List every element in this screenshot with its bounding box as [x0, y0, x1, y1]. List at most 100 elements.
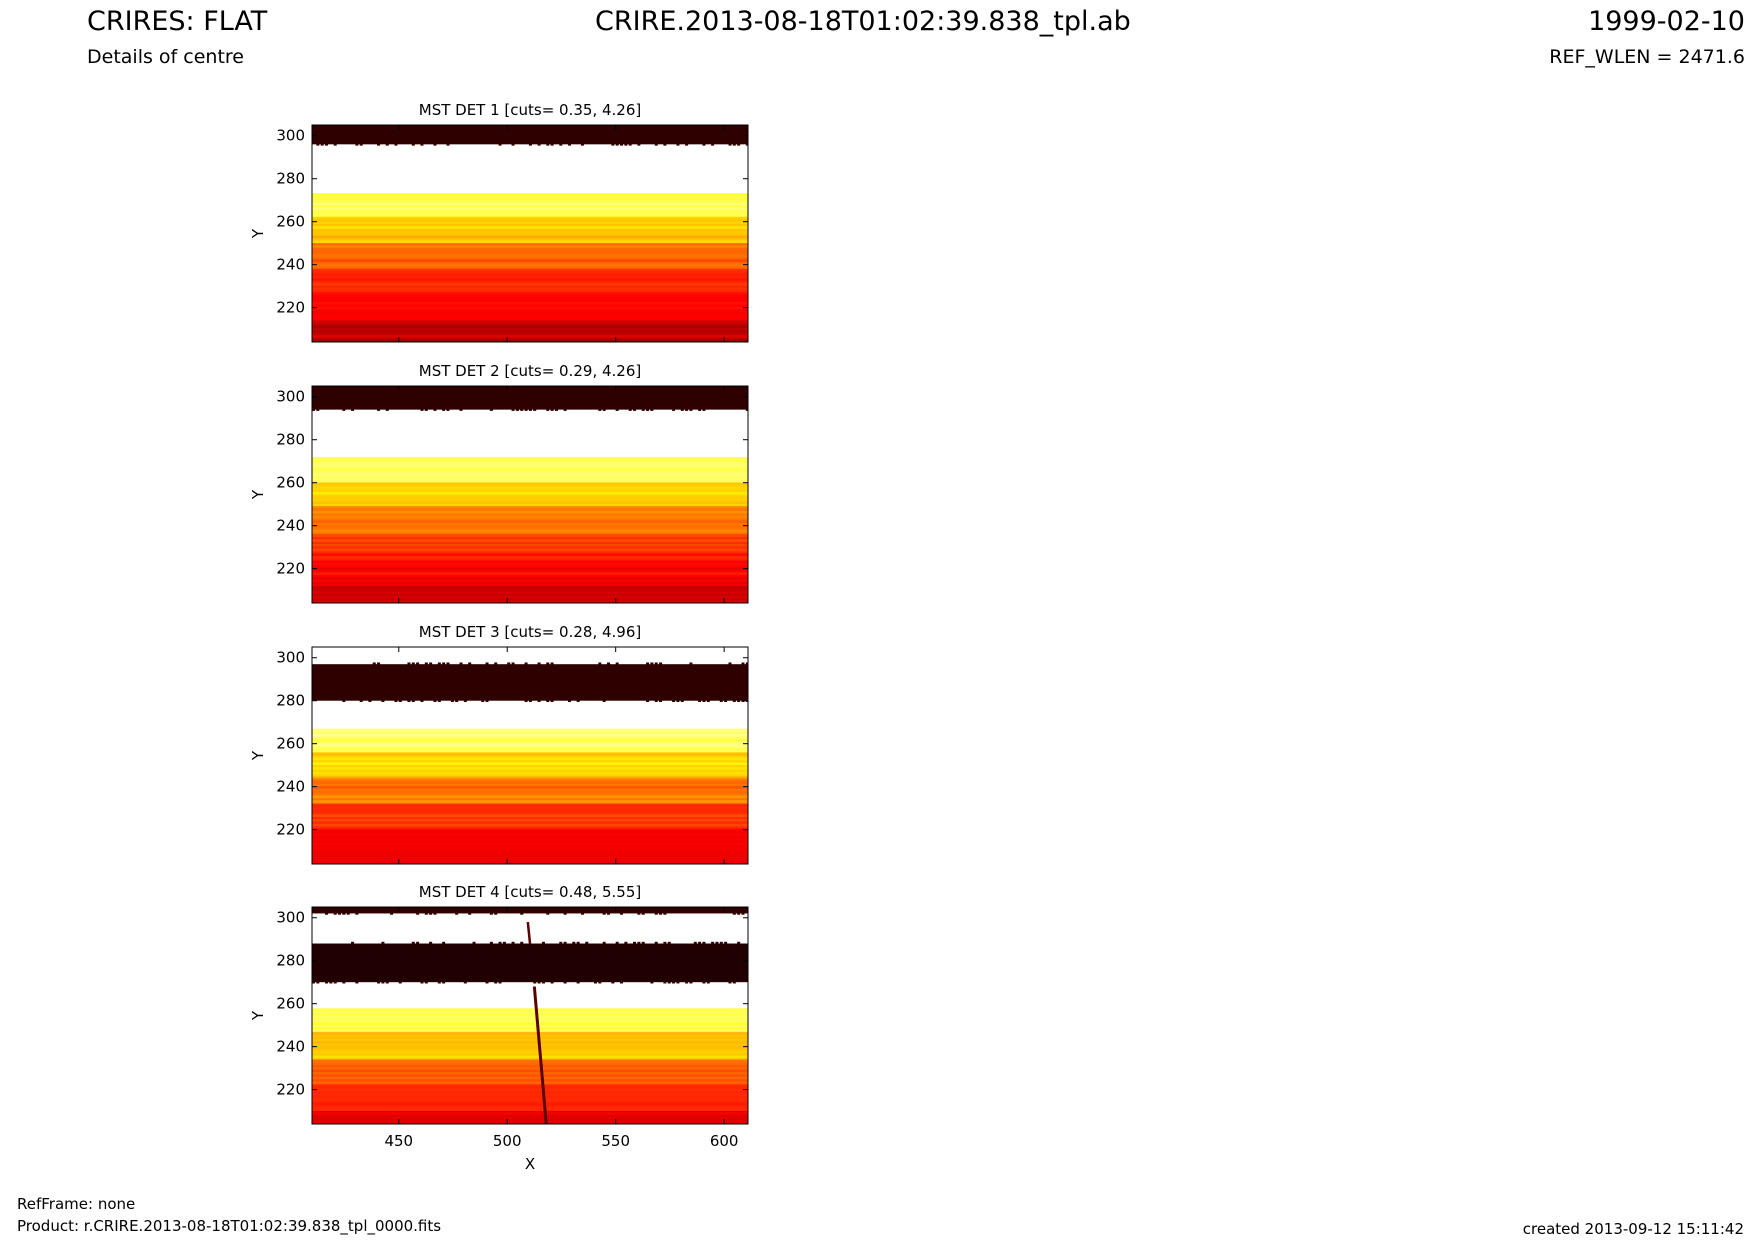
heatmap-edge-pixel: [442, 941, 446, 945]
heatmap-edge-pixel: [316, 142, 320, 146]
heatmap-edge-pixel: [459, 407, 463, 411]
heatmap-stripe: [312, 529, 748, 533]
heatmap-stripe: [312, 525, 748, 528]
heatmap-edge-pixel: [637, 911, 641, 915]
heatmap-band-8: [312, 585, 748, 603]
heatmap-stripe: [312, 1107, 748, 1111]
heatmap-edge-pixel: [741, 911, 745, 915]
heatmap-edge-pixel: [433, 698, 437, 702]
heatmap-edge-pixel: [615, 941, 619, 945]
heatmap-edge-pixel: [546, 662, 550, 666]
heatmap-edge-pixel: [498, 142, 502, 146]
footer-created: created 2013-09-12 15:11:42: [1522, 1220, 1744, 1238]
heatmap-band-1: [312, 647, 748, 665]
heatmap-edge-pixel: [372, 662, 376, 666]
heatmap-stripe: [312, 1022, 748, 1026]
heatmap-stripe: [312, 819, 748, 822]
heatmap-edge-pixel: [676, 698, 680, 702]
heatmap-stripe: [312, 795, 748, 799]
heatmap-edge-pixel: [732, 911, 736, 915]
heatmap-stripe: [312, 814, 748, 818]
heatmap-edge-pixel: [715, 941, 719, 945]
heatmap-stripe: [312, 1027, 748, 1030]
heatmap-stripe: [312, 539, 748, 542]
heatmap-stripe: [312, 757, 748, 761]
heatmap-edge-pixel: [737, 698, 741, 702]
heatmap-edge-pixel: [572, 941, 576, 945]
heatmap-edge-pixel: [598, 407, 602, 411]
heatmap-edge-pixel: [745, 142, 748, 146]
heatmap-edge-pixel: [615, 407, 619, 411]
heatmap-edge-pixel: [420, 980, 424, 984]
y-tick-label: 280: [276, 952, 305, 970]
heatmap-stripe: [312, 1083, 748, 1087]
heatmap-edge-pixel: [563, 407, 567, 411]
y-tick-label: 240: [276, 256, 305, 274]
heatmap-band-2: [312, 664, 748, 702]
heatmap-edge-pixel: [654, 142, 658, 146]
heatmap-edge-pixel: [424, 407, 428, 411]
heatmap-stripe: [312, 491, 748, 495]
heatmap-edge-pixel: [424, 662, 428, 666]
heatmap-edge-pixel: [567, 698, 571, 702]
heatmap-edge-pixel: [411, 698, 415, 702]
heatmap-stripe: [312, 558, 748, 561]
heatmap-edge-pixel: [489, 407, 493, 411]
heatmap-band-1: [312, 907, 748, 914]
heatmap-edge-pixel: [654, 941, 658, 945]
y-axis-label: Y: [249, 228, 267, 239]
x-tick-label: 550: [601, 1132, 630, 1150]
heatmap-edge-pixel: [602, 698, 606, 702]
heatmap-edge-pixel: [567, 142, 571, 146]
heatmap-stripe: [312, 790, 748, 794]
heatmap-edge-pixel: [533, 980, 537, 984]
heatmap-edge-pixel: [685, 407, 689, 411]
heatmap-edge-pixel: [702, 980, 706, 984]
heatmap-edge-pixel: [329, 980, 333, 984]
heatmap-edge-pixel: [550, 407, 554, 411]
heatmap-edge-pixel: [693, 941, 697, 945]
heatmap-edge-pixel: [524, 407, 528, 411]
heatmap-edge-pixel: [676, 980, 680, 984]
heatmap-edge-pixel: [520, 911, 524, 915]
heatmap-edge-pixel: [615, 142, 619, 146]
heatmap-edge-pixel: [420, 142, 424, 146]
defect-line: [532, 986, 548, 1124]
heatmap-stripe: [312, 581, 748, 585]
y-tick-label: 220: [276, 1081, 305, 1099]
heatmap-edge-pixel: [407, 662, 411, 666]
heatmap-stripe: [312, 748, 748, 751]
heatmap-edge-pixel: [624, 941, 628, 945]
heatmap-band-4: [312, 482, 748, 509]
heatmap-edge-pixel: [663, 911, 667, 915]
heatmap-edge-pixel: [689, 662, 693, 666]
heatmap-edge-pixel: [563, 980, 567, 984]
heatmap-stripe: [312, 278, 748, 281]
heatmap-edge-pixel: [394, 142, 398, 146]
x-tick-label: 450: [384, 1132, 413, 1150]
axes-frame: [311, 646, 749, 865]
heatmap-edge-pixel: [706, 980, 710, 984]
heatmap-edge-pixel: [385, 407, 389, 411]
heatmap-edge-pixel: [524, 698, 528, 702]
heatmap-edge-pixel: [416, 941, 420, 945]
heatmap-stripe: [312, 264, 748, 267]
heatmap-edge-pixel: [689, 407, 693, 411]
heatmap-edge-pixel: [416, 911, 420, 915]
heatmap-edge-pixel: [429, 911, 433, 915]
heatmap-stripe: [312, 202, 748, 206]
heatmap-stripe: [312, 468, 748, 471]
heatmap-edge-pixel: [355, 911, 359, 915]
heatmap-edge-pixel: [511, 662, 515, 666]
heatmap-edge-pixel: [741, 698, 745, 702]
heatmap-edge-pixel: [385, 980, 389, 984]
heatmap-edge-pixel: [333, 911, 337, 915]
heatmap-stripe: [312, 501, 748, 505]
heatmap-stripe: [312, 572, 748, 575]
heatmap-stripe: [312, 771, 748, 775]
heatmap-edge-pixel: [537, 980, 541, 984]
heatmap-stripe: [312, 543, 748, 547]
heatmap-stripe: [312, 856, 748, 860]
header-date: 1999-02-10: [1588, 6, 1745, 37]
heatmap-edge-pixel: [732, 980, 736, 984]
